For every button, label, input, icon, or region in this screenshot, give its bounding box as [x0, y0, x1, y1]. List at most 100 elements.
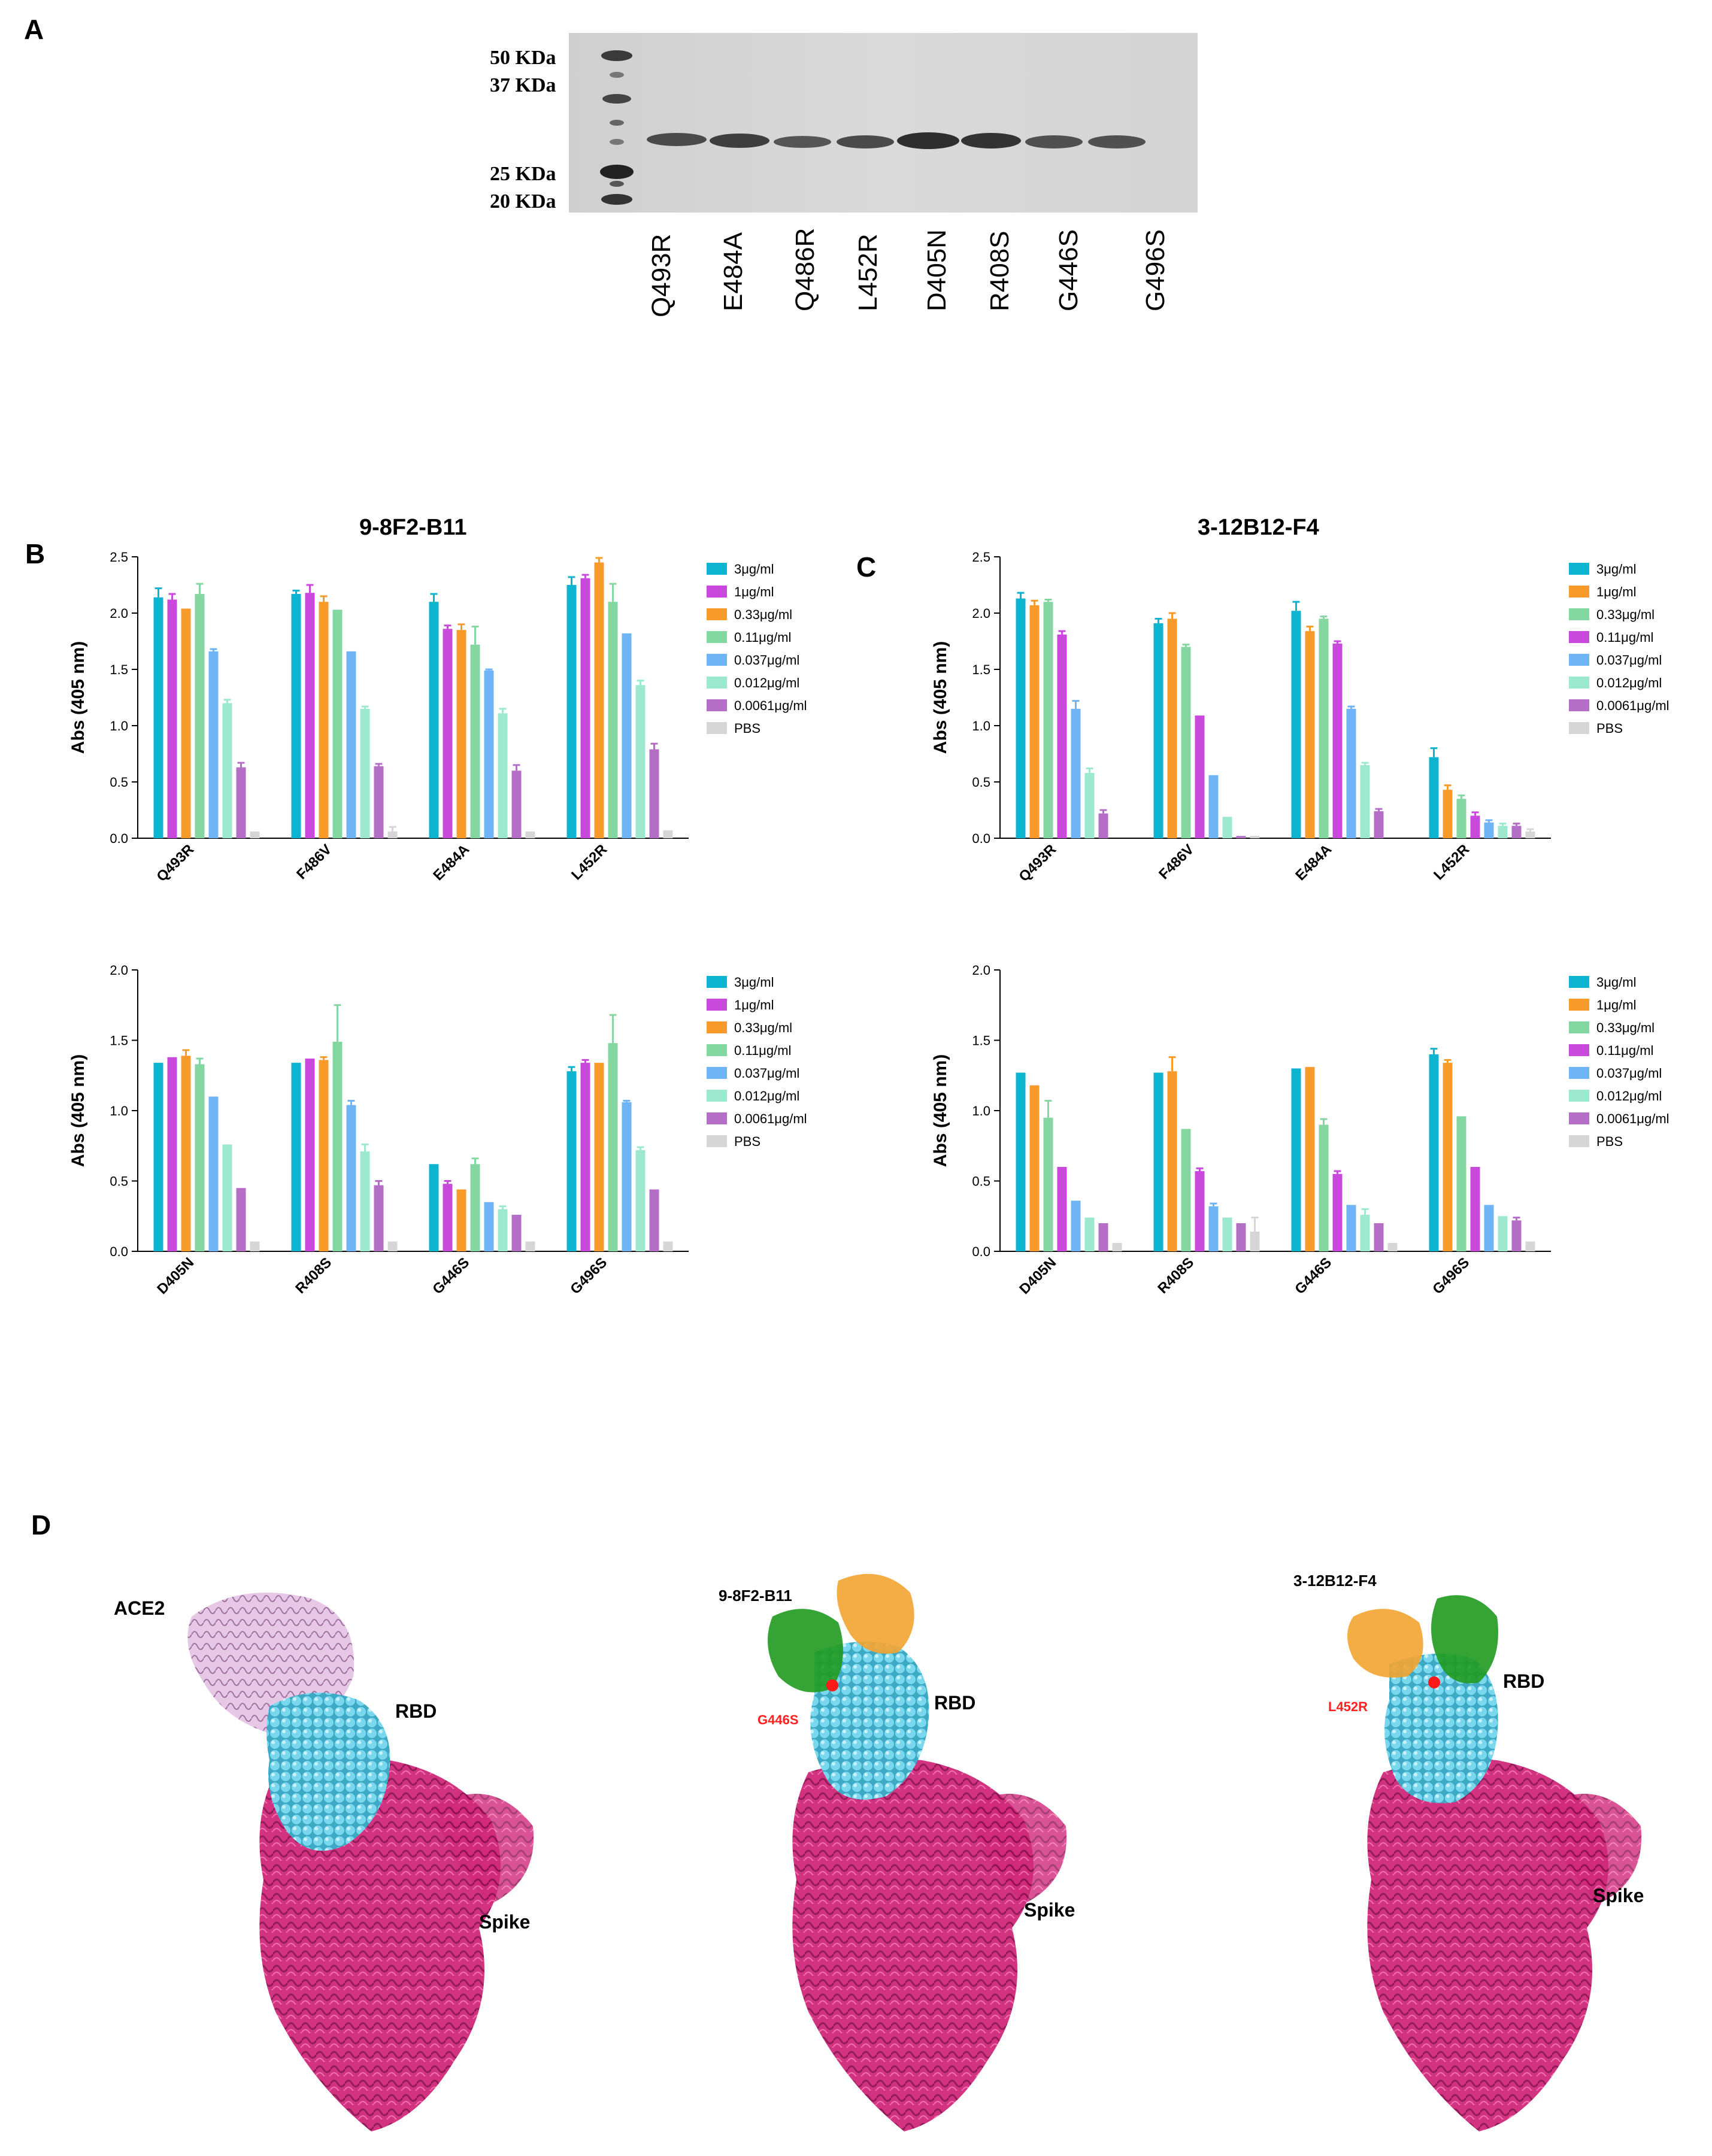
bar [1305, 1067, 1315, 1251]
legend-label: 0.33μg/ml [734, 607, 792, 622]
mutation-site-3 [1428, 1676, 1440, 1688]
bar [594, 562, 604, 838]
legend-swatch [1569, 608, 1589, 620]
x-tick-label: E484A [1292, 841, 1335, 884]
panel-label-d: D [31, 1509, 51, 1541]
legend-swatch [1569, 1135, 1589, 1147]
bar [443, 629, 453, 838]
bar [291, 594, 301, 838]
spike-side-3 [1539, 1794, 1642, 1904]
legend-label: PBS [734, 1134, 760, 1149]
ladder-band-small4 [610, 181, 624, 187]
panel-label-c: C [856, 551, 877, 583]
bar [1470, 815, 1480, 838]
legend-label: 3μg/ml [1596, 562, 1636, 577]
legend-label: PBS [1596, 721, 1623, 736]
ab2-label: 3-12B12-F4 [1293, 1572, 1377, 1590]
legend-swatch [707, 1135, 727, 1147]
legend-label: 0.11μg/ml [734, 1043, 791, 1058]
legend-label: 3μg/ml [734, 975, 774, 990]
rbd-surface-1 [266, 1693, 390, 1851]
marker-label-20: 20 KDa [490, 190, 556, 213]
bar [1511, 826, 1522, 838]
legend-swatch [707, 1021, 727, 1033]
legend-swatch [707, 608, 727, 620]
legend-swatch [707, 722, 727, 734]
bar [1167, 618, 1177, 838]
lane-label-2: E484A [719, 232, 748, 311]
bar [663, 830, 673, 838]
chart-b-bottom: Abs (405 nm) 0.0 0.5 1.0 1.5 2.0 D405N R408S G44… [68, 963, 807, 1297]
legend-swatch [707, 586, 727, 598]
legend-label: 0.11μg/ml [1596, 1043, 1653, 1058]
bar [1084, 1217, 1095, 1251]
bar [387, 831, 398, 838]
marker-label-25: 25 KDa [490, 163, 556, 185]
chart-c-top: Abs (405 nm) 0.0 0.5 1.0 1.5 2.0 2.5 Q493R F486V… [931, 550, 1669, 885]
x-tick-label: E484A [430, 841, 472, 884]
bar [1043, 1117, 1053, 1251]
y-tick-label: 2.0 [972, 606, 990, 621]
light-chain-3 [1347, 1609, 1423, 1678]
x-tick-label: D405N [154, 1254, 197, 1297]
marker-label-37: 37 KDa [490, 74, 556, 96]
bar [566, 1071, 577, 1251]
bar [346, 651, 356, 838]
ladder-band-small2 [610, 120, 624, 126]
legend-label: 0.012μg/ml [1596, 1088, 1662, 1103]
rbd-surface-3 [1384, 1654, 1498, 1803]
legend-label: 1μg/ml [734, 997, 774, 1012]
marker-label-50: 50 KDa [490, 47, 556, 69]
bar [1167, 1071, 1177, 1251]
x-tick-label: F486V [1156, 841, 1197, 883]
x-tick-label: G496S [567, 1254, 610, 1297]
legend-swatch [1569, 563, 1589, 575]
bar [1374, 811, 1384, 838]
y-tick-label: 0.0 [972, 831, 990, 846]
x-tick-label: Q493R [153, 841, 197, 885]
mutation-label-l452r: L452R [1328, 1699, 1368, 1714]
bar [608, 1043, 618, 1251]
lane-label-1: Q493R [647, 234, 676, 317]
legend-swatch [1569, 1044, 1589, 1056]
bar [1236, 836, 1246, 838]
bar [291, 1063, 301, 1251]
sample-band-3 [774, 136, 831, 148]
bar [456, 630, 466, 838]
y-axis-label: Abs (405 nm) [68, 1054, 88, 1167]
mutation-site-2 [826, 1679, 838, 1691]
y-tick-label: 2.5 [972, 550, 990, 565]
ladder-band-37 [602, 94, 631, 104]
sample-band-6 [961, 133, 1021, 148]
legend-swatch [1569, 586, 1589, 598]
lane-label-6: R408S [985, 231, 1014, 311]
y-tick-label: 2.0 [110, 606, 128, 621]
bar [236, 767, 246, 838]
bar [1511, 1220, 1522, 1251]
legend-swatch [707, 976, 727, 988]
bar [635, 685, 646, 838]
x-tick-label: L452R [568, 841, 610, 883]
chart-title-c: 3-12B12-F4 [1198, 515, 1319, 540]
spike-side-2 [964, 1794, 1067, 1904]
bar [484, 670, 494, 838]
legend-label: 0.33μg/ml [1596, 1020, 1655, 1035]
bar [1208, 1206, 1219, 1251]
ace2-label: ACE2 [114, 1597, 165, 1619]
lane-label-3: Q486R [790, 228, 820, 311]
bar [195, 594, 205, 838]
sample-band-7 [1025, 135, 1083, 148]
bar [1387, 1242, 1398, 1251]
legend-label: 0.33μg/ml [734, 1020, 792, 1035]
lane-label-7: G446S [1054, 229, 1083, 311]
legend-label: 3μg/ml [1596, 975, 1636, 990]
bar [1443, 1063, 1453, 1251]
legend-swatch [707, 654, 727, 666]
bar [663, 1241, 673, 1251]
bar [1222, 817, 1232, 838]
bar [1112, 1242, 1122, 1251]
bar [195, 1064, 205, 1251]
heavy-chain-2 [768, 1609, 843, 1693]
rbd-label-1: RBD [395, 1700, 437, 1722]
y-axis-label: Abs (405 nm) [68, 641, 88, 754]
